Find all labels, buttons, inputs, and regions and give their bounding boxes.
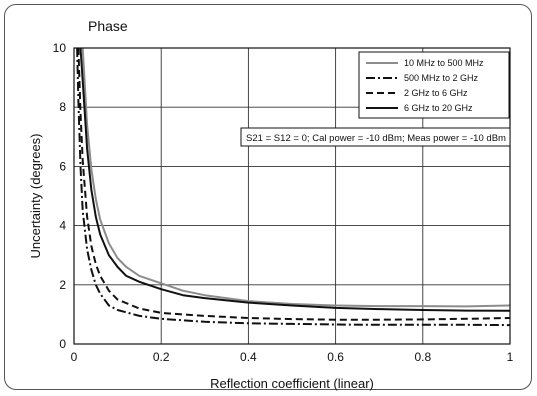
y-tick-label: 0 bbox=[59, 337, 66, 351]
series-line-1 bbox=[81, 47, 511, 308]
x-tick-label: 0.2 bbox=[153, 350, 170, 364]
series-line-2 bbox=[76, 47, 511, 327]
plot-border bbox=[73, 47, 511, 345]
y-tick-label: 10 bbox=[53, 41, 67, 55]
annotation-box bbox=[240, 127, 511, 147]
chart-title: Phase bbox=[88, 18, 128, 34]
series-line-3 bbox=[77, 47, 511, 321]
x-tick-label: 0 bbox=[71, 350, 78, 364]
legend-label: 2 GHz to 6 GHz bbox=[404, 88, 468, 98]
annotation-text: S21 = S12 = 0; Cal power = -10 dBm; Meas… bbox=[246, 133, 506, 144]
annotation: S21 = S12 = 0; Cal power = -10 dBm; Meas… bbox=[240, 127, 511, 147]
series-line-4 bbox=[79, 47, 511, 312]
x-tick-labels: 0 0.2 0.4 0.6 0.8 1 bbox=[71, 350, 514, 364]
x-tick-label: 1 bbox=[507, 350, 514, 364]
y-tick-label: 8 bbox=[59, 100, 66, 114]
y-tick-label: 4 bbox=[59, 219, 66, 233]
y-tick-label: 6 bbox=[59, 159, 66, 173]
y-axis-label: Uncertainty (degrees) bbox=[28, 134, 43, 259]
x-tick-label: 0.8 bbox=[414, 350, 431, 364]
y-tick-labels: 0 2 4 6 8 10 bbox=[53, 41, 67, 351]
legend-label: 500 MHz to 2 GHz bbox=[404, 73, 479, 83]
x-tick-label: 0.4 bbox=[240, 350, 257, 364]
x-tick-label: 0.6 bbox=[327, 350, 344, 364]
y-tick-label: 2 bbox=[59, 278, 66, 292]
legend-label: 6 GHz to 20 GHz bbox=[404, 103, 473, 113]
series-lines bbox=[76, 47, 511, 327]
legend: 10 MHz to 500 MHz 500 MHz to 2 GHz 2 GHz t… bbox=[358, 51, 510, 119]
legend-label: 10 MHz to 500 MHz bbox=[404, 58, 484, 68]
x-axis-label: Reflection coefficient (linear) bbox=[210, 376, 374, 391]
